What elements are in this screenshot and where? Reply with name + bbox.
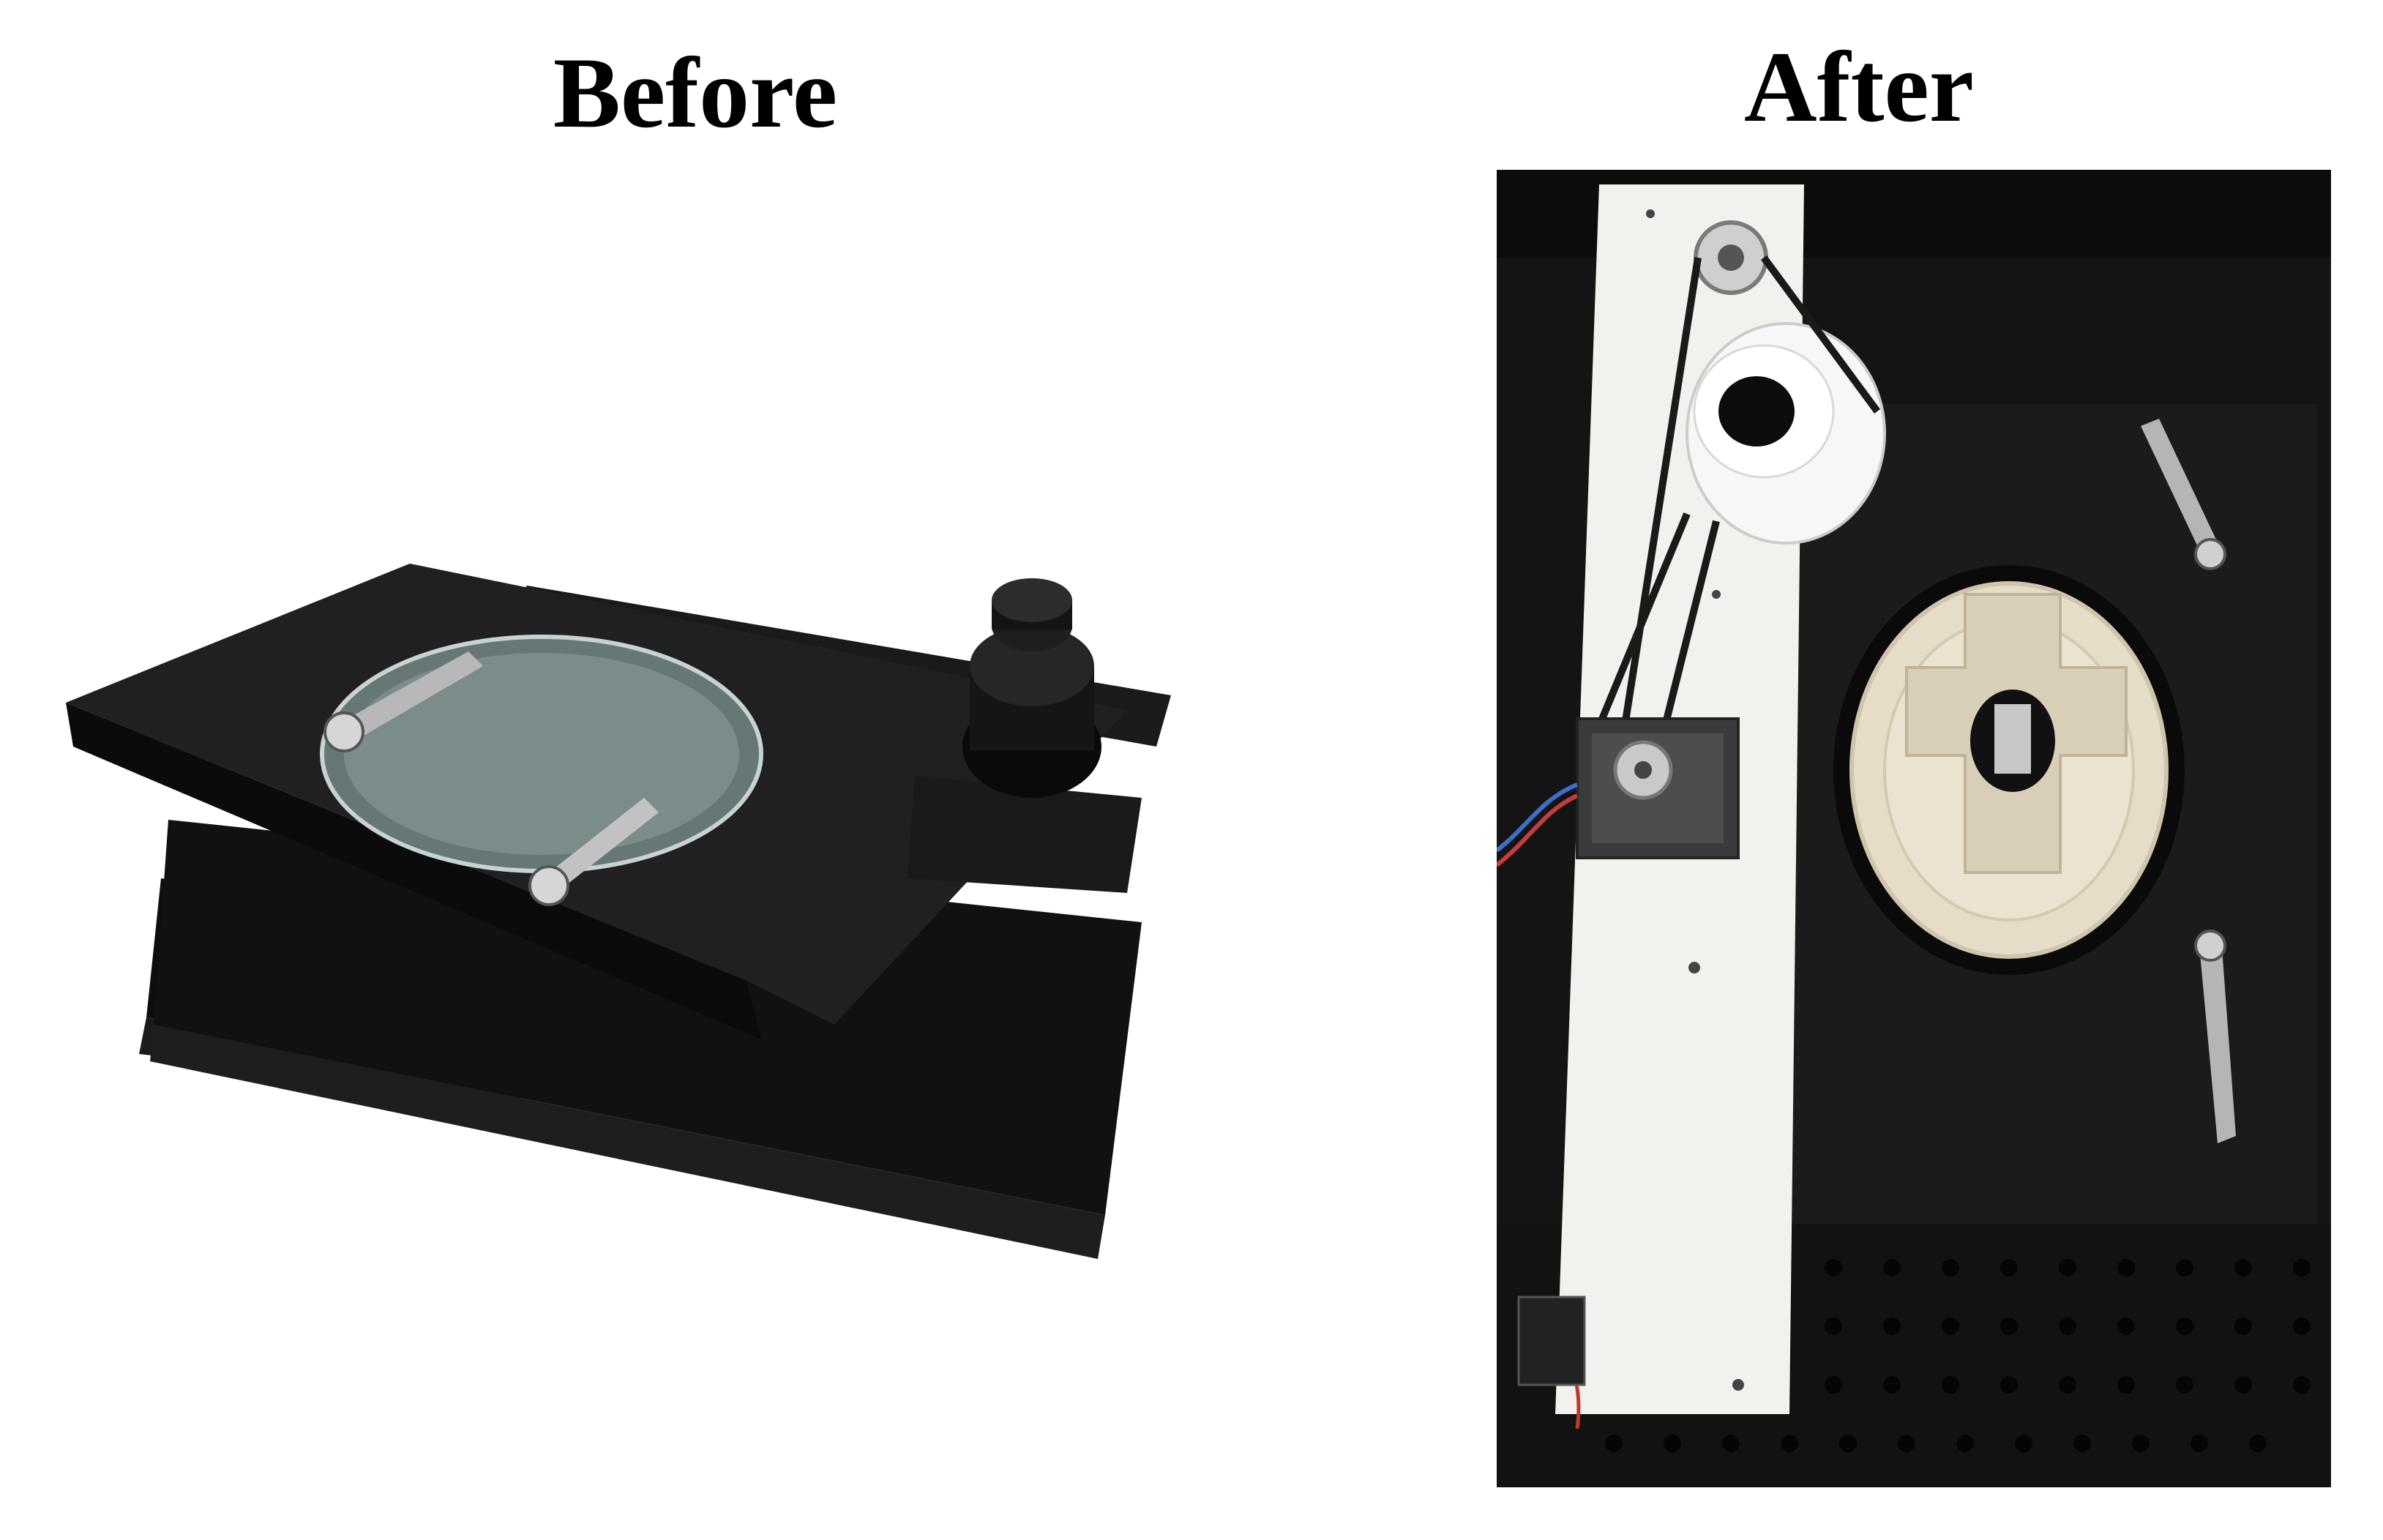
after-title: After: [1743, 31, 1975, 143]
before-title: Before: [553, 37, 838, 149]
after-photo: [1497, 170, 2331, 1487]
stage-after-illustration: [1497, 170, 2331, 1487]
stage-before-illustration: [66, 564, 1171, 1259]
before-photo: [59, 556, 1200, 1288]
